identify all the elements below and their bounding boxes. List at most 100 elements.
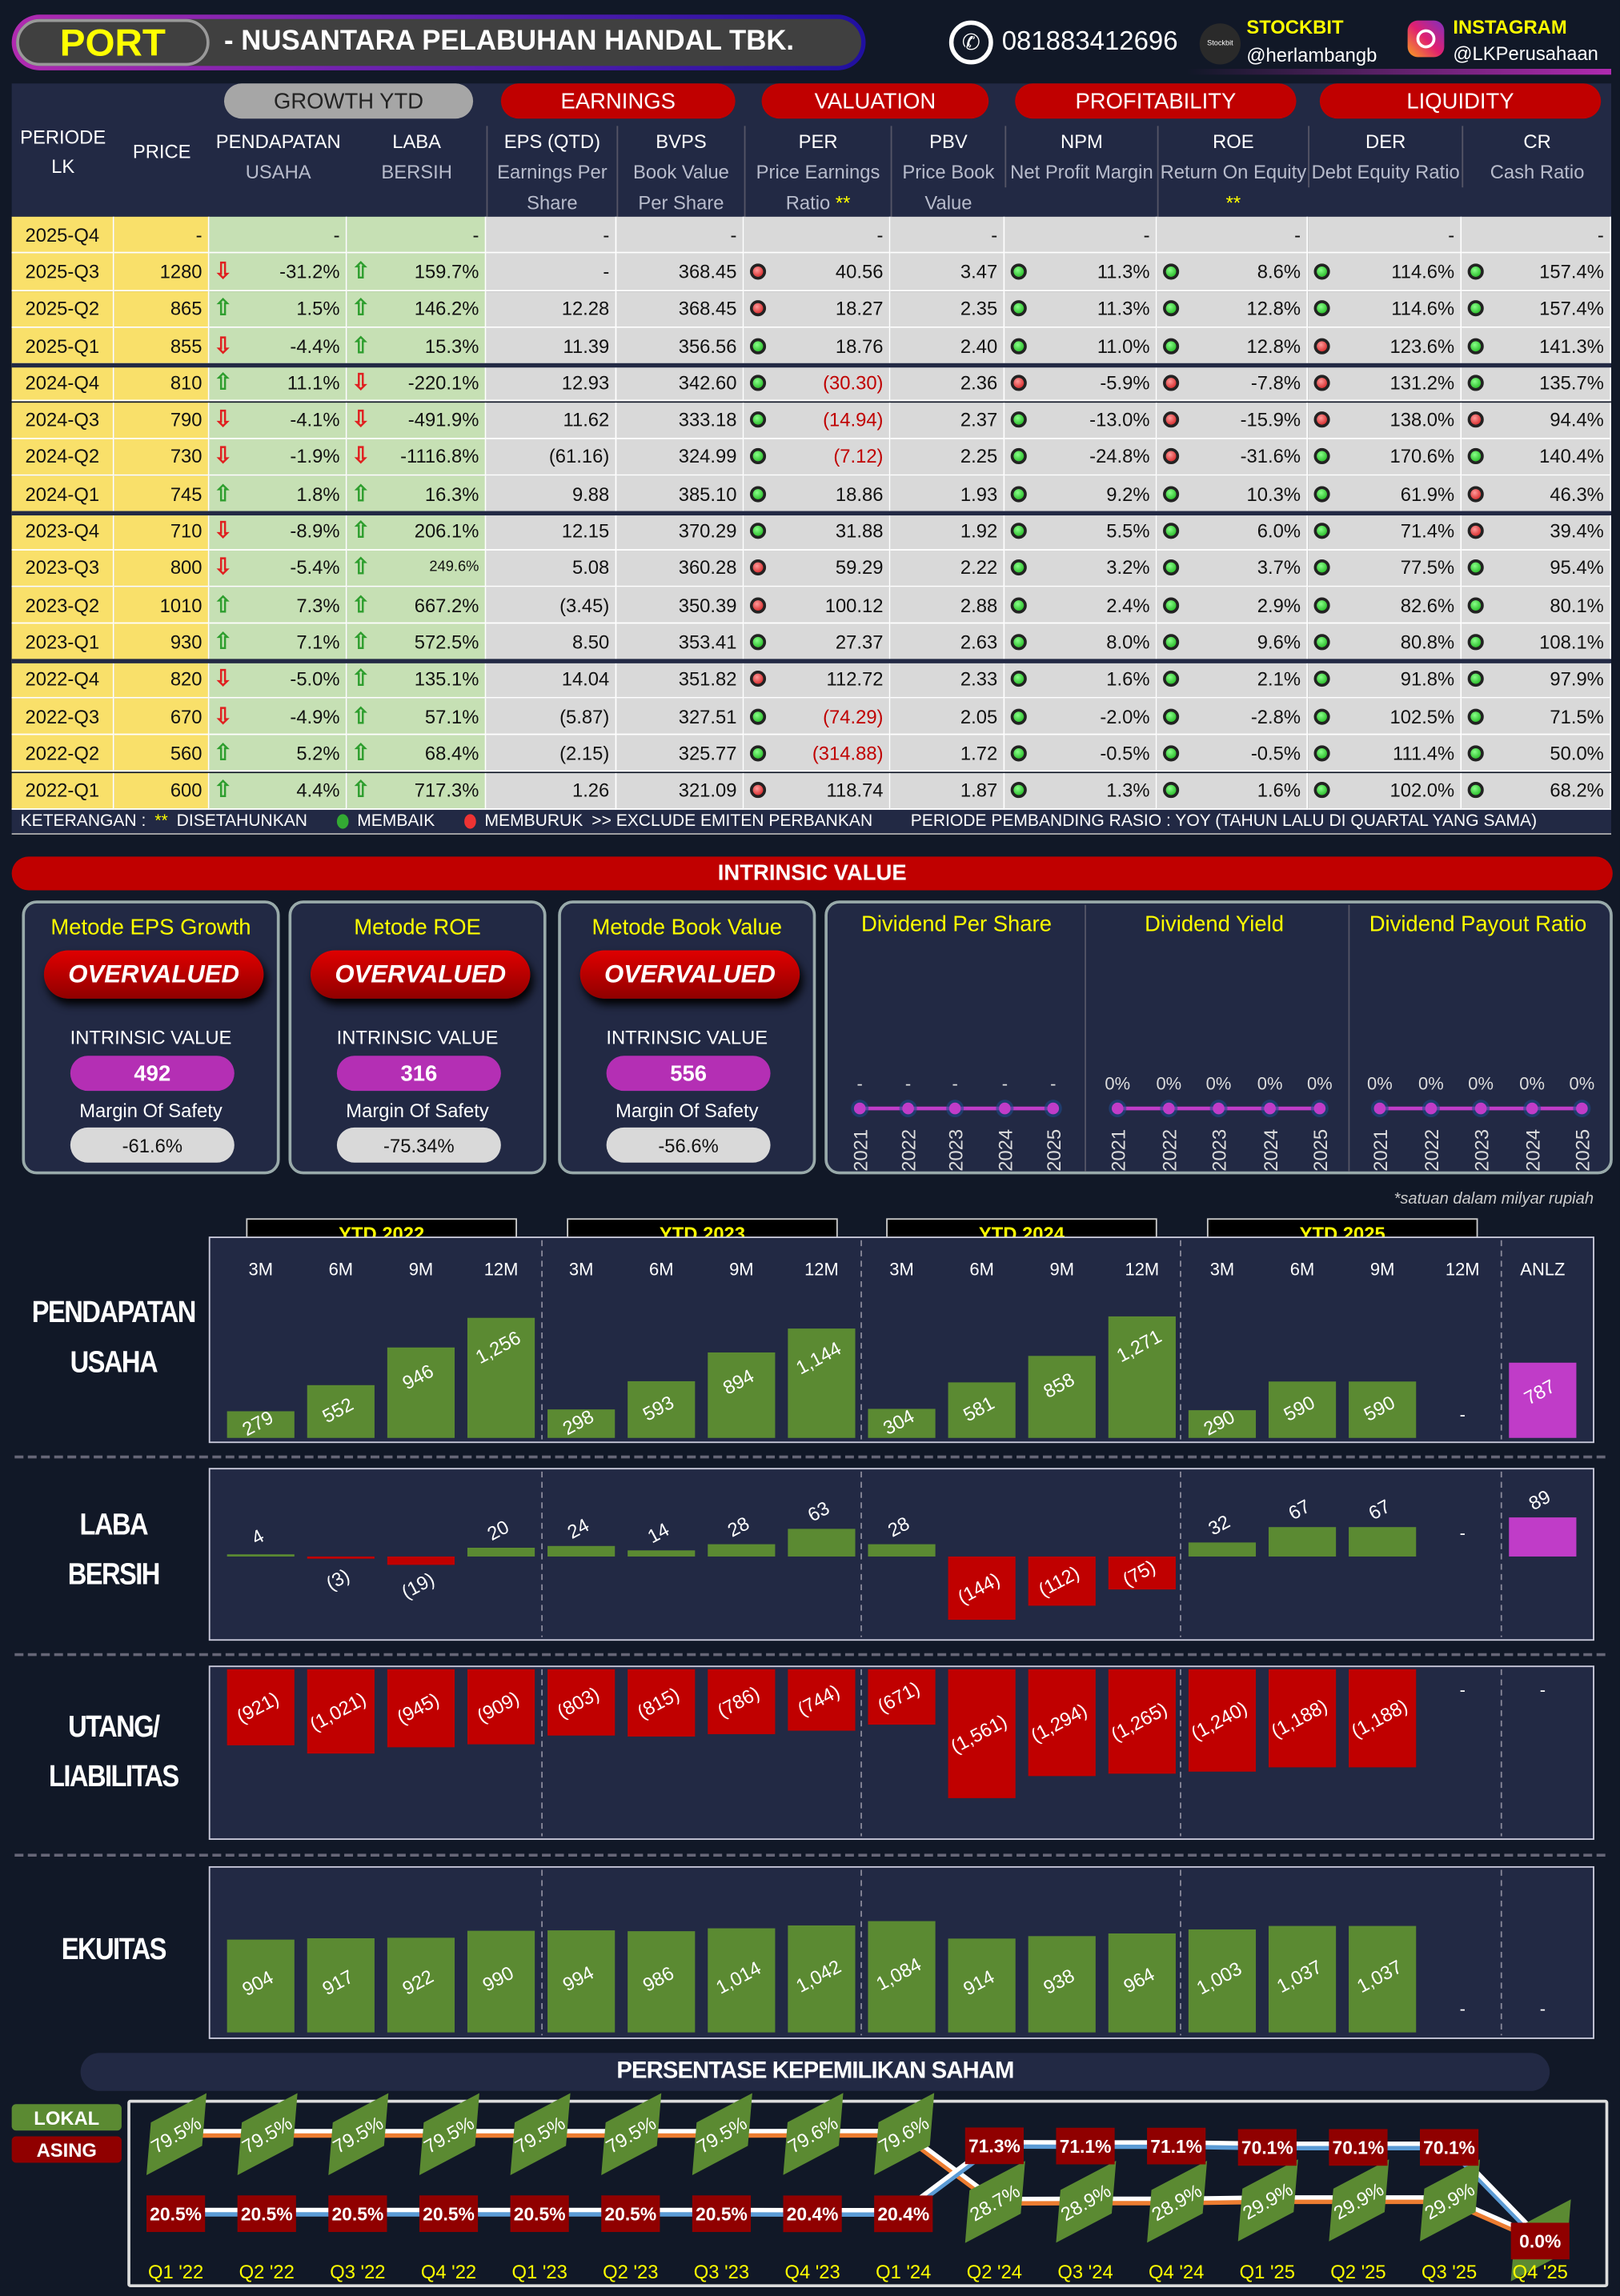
green-light-icon bbox=[1313, 745, 1330, 762]
cell-value: 324.99 bbox=[678, 446, 737, 468]
instagram-handle[interactable]: @LKPerusahaan bbox=[1453, 42, 1598, 65]
cell: ⇩ -8.9% bbox=[209, 513, 347, 551]
cell: 1.92 bbox=[890, 513, 1005, 551]
cell-value: 327.51 bbox=[678, 705, 737, 727]
cell-value: 7.3% bbox=[296, 594, 340, 616]
cell-value: 2022-Q3 bbox=[25, 705, 100, 727]
cell-value: 600 bbox=[170, 779, 202, 802]
green-light-icon bbox=[1010, 707, 1027, 724]
bar bbox=[788, 1669, 856, 1731]
cell-value: 1.93 bbox=[960, 483, 998, 505]
arrow-up-icon: ⇧ bbox=[351, 481, 371, 507]
red-light-icon bbox=[1467, 411, 1484, 428]
arrow-up-icon: ⇧ bbox=[214, 296, 233, 322]
asing-value: 20.5% bbox=[604, 2203, 656, 2224]
cell: -2.8% bbox=[1157, 698, 1309, 735]
quarter-label: Q4 '24 bbox=[1149, 2262, 1204, 2283]
cell: (30.30) bbox=[744, 364, 891, 403]
cell-value: 2025-Q4 bbox=[25, 223, 100, 246]
cell: 342.60 bbox=[616, 364, 744, 403]
group-earnings: EARNINGS bbox=[500, 83, 736, 119]
cell-value: 112.72 bbox=[826, 667, 884, 691]
cell-value: 368.45 bbox=[678, 297, 737, 320]
cell-value: (14.94) bbox=[823, 408, 884, 431]
cell-value: 39.4% bbox=[1550, 519, 1604, 543]
period-label: 6M bbox=[1290, 1260, 1314, 1280]
chart-label-line: BERSIH bbox=[67, 1557, 161, 1592]
cell: 3.7% bbox=[1157, 550, 1309, 587]
dividend-point bbox=[1213, 1102, 1225, 1115]
col-title: LABA bbox=[392, 130, 442, 153]
cell-value: 385.10 bbox=[678, 483, 737, 505]
cell-value: -491.9% bbox=[407, 408, 479, 431]
cell: 670 bbox=[114, 698, 210, 735]
cell-value: 46.3% bbox=[1550, 483, 1604, 505]
cell: 2025-Q4 bbox=[11, 216, 114, 254]
asing-value: 20.4% bbox=[877, 2204, 929, 2225]
green-light-icon bbox=[749, 448, 767, 465]
intrinsic-card: Metode EPS Growth OVERVALUED INTRINSIC VAL… bbox=[22, 900, 280, 1175]
table-row: 2023-Q3 800 ⇩ -5.4% ⇧ 249.6% 5.08 360.28 59.29 2.… bbox=[0, 550, 1620, 587]
cell-value: 9.88 bbox=[571, 483, 610, 505]
cell: (314.88) bbox=[744, 735, 891, 773]
cell: 820 bbox=[114, 661, 210, 699]
table-row: 2025-Q3 1280 ⇩ -31.2% ⇧ 159.7% - 368.45 40.56 3.4… bbox=[0, 254, 1620, 291]
arrow-down-icon: ⇩ bbox=[214, 518, 233, 543]
cell: 2025-Q3 bbox=[11, 254, 114, 291]
red-light-icon bbox=[1163, 448, 1180, 465]
bar bbox=[1188, 1410, 1257, 1438]
cell-value: - bbox=[333, 223, 340, 246]
asing-value: 71.1% bbox=[1060, 2136, 1112, 2157]
cell: 1.72 bbox=[890, 735, 1005, 773]
dividend-point bbox=[902, 1102, 914, 1115]
red-light-icon bbox=[1163, 411, 1180, 428]
cell: ⇩ -4.1% bbox=[209, 402, 347, 439]
year-label: 2025 bbox=[1310, 1129, 1332, 1172]
quarter-label: Q4 '23 bbox=[784, 2262, 840, 2283]
bar bbox=[788, 1925, 856, 2033]
cell-value: 11.3% bbox=[1097, 297, 1150, 320]
cell-value: 12.28 bbox=[561, 297, 610, 320]
cell: 157.4% bbox=[1462, 254, 1611, 291]
green-light-icon bbox=[1163, 707, 1180, 724]
period-label: 9M bbox=[409, 1260, 433, 1280]
margin-of-safety: -56.6% bbox=[606, 1127, 771, 1163]
cell-value: 1.92 bbox=[960, 519, 998, 543]
green-light-icon bbox=[749, 337, 767, 354]
bar bbox=[628, 1931, 696, 2033]
cell-value: (30.30) bbox=[823, 371, 884, 394]
cell: 11.0% bbox=[1004, 327, 1157, 365]
cell: 2024-Q2 bbox=[11, 439, 114, 476]
legend-asing: ASING bbox=[11, 2136, 122, 2163]
cell-value: -7.8% bbox=[1250, 371, 1301, 394]
cell: 865 bbox=[114, 291, 210, 328]
period-label: 12M bbox=[1446, 1260, 1480, 1280]
asing-label-box bbox=[1329, 2129, 1388, 2166]
cell: 2022-Q1 bbox=[11, 772, 114, 810]
dividend-point bbox=[1047, 1102, 1060, 1115]
cell: ⇧ 572.5% bbox=[347, 623, 487, 662]
phone-number[interactable]: 081883412696 bbox=[1001, 26, 1178, 56]
table-row: 2023-Q2 1010 ⇧ 7.3% ⇧ 667.2% (3.45) 350.39 100.1… bbox=[0, 587, 1620, 624]
cell: 111.4% bbox=[1308, 735, 1462, 773]
asing-value: 71.3% bbox=[968, 2136, 1021, 2157]
cell-value: 31.88 bbox=[835, 519, 884, 543]
cell: 3.2% bbox=[1004, 550, 1157, 587]
cell: 135.7% bbox=[1462, 364, 1611, 403]
cell-value: 11.1% bbox=[287, 371, 340, 394]
bar-label: - bbox=[1540, 1999, 1546, 2019]
cell: 2025-Q1 bbox=[11, 327, 114, 365]
cell: 12.8% bbox=[1157, 291, 1309, 328]
period-label: 9M bbox=[1050, 1260, 1074, 1280]
stockbit-handle[interactable]: @herlambangb bbox=[1246, 43, 1377, 66]
whatsapp-icon: ✆ bbox=[948, 20, 993, 65]
green-light-icon bbox=[1010, 448, 1027, 465]
table-row: 2024-Q2 730 ⇩ -1.9% ⇩ -1116.8% (61.16) 324.99 (7… bbox=[0, 439, 1620, 476]
col-title: PER bbox=[798, 130, 838, 153]
ownership-line-highlight bbox=[175, 2139, 1542, 2239]
cell-value: 12.15 bbox=[561, 519, 610, 543]
cell-value: - bbox=[1448, 223, 1455, 246]
asing-label-box bbox=[146, 2195, 206, 2233]
cell-value: -4.4% bbox=[290, 335, 340, 357]
